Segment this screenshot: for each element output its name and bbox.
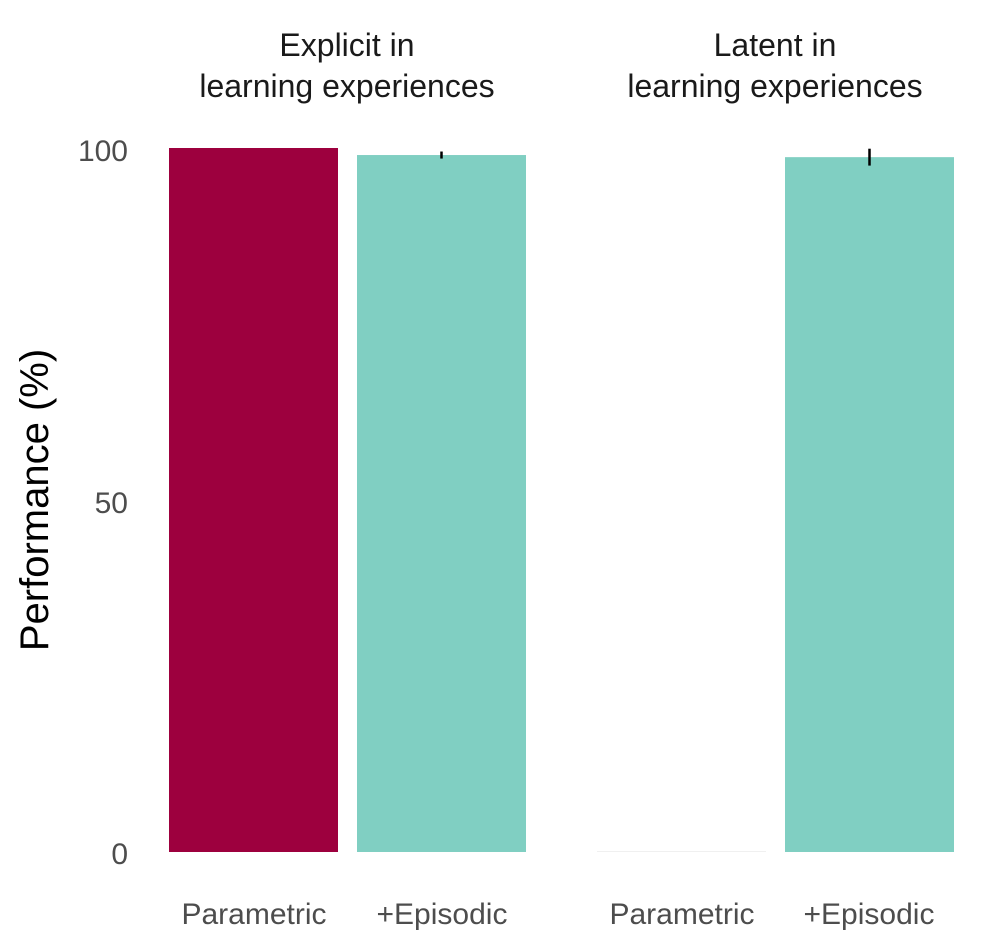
y-axis-label: Performance (%) [13, 349, 57, 651]
y-tick-label-0: 0 [111, 838, 128, 871]
panel-title-line1: Explicit in [279, 27, 414, 63]
panel-title-line1: Latent in [714, 27, 837, 63]
y-tick-label-50: 50 [95, 487, 128, 520]
bar-parametric [169, 148, 338, 852]
x-tick-label-episodic: +Episodic [804, 898, 935, 931]
panel-title-line2: learning experiences [199, 68, 494, 104]
x-tick-label-parametric: Parametric [181, 898, 326, 931]
bar-episodic [785, 157, 954, 853]
x-tick-label-episodic: +Episodic [377, 898, 508, 931]
panel-explicit: Explicit in learning experiences Paramet… [169, 27, 526, 931]
panel-title-line2: learning experiences [627, 68, 922, 104]
y-tick-label-100: 100 [78, 135, 128, 168]
panel-latent: Latent in learning experiences Parametri… [597, 27, 954, 931]
x-tick-label-parametric: Parametric [609, 898, 754, 931]
bar-episodic [357, 155, 526, 853]
bar-parametric [597, 851, 766, 852]
